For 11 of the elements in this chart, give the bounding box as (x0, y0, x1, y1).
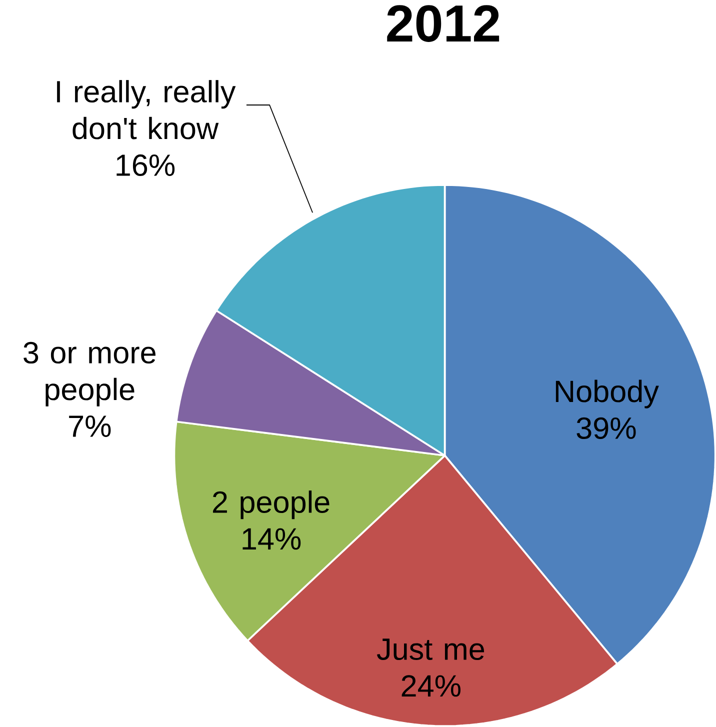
slice-label: Nobody (556, 380, 659, 408)
slice-label: I really, really don't know (56, 80, 236, 140)
data-label: 7% (68, 416, 111, 437)
chart-title: 2012 (387, 5, 499, 42)
data-label: 16% (116, 154, 174, 176)
slice-label: 2 people (212, 490, 330, 520)
data-label: 14% (242, 528, 300, 550)
slice-label: Just me (376, 638, 484, 660)
data-label: 39% (576, 417, 636, 440)
slice-label: 3 or more people (23, 342, 156, 406)
data-label: 24% (402, 675, 460, 697)
